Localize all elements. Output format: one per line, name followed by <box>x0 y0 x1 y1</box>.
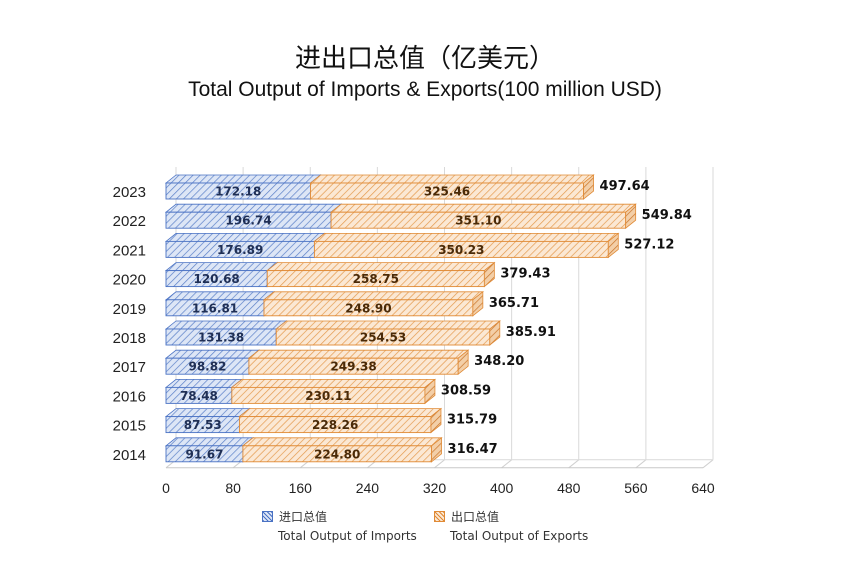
data-label-total: 308.59 <box>441 383 491 398</box>
bar-export-side <box>472 290 484 317</box>
chart-title-en: Total Output of Imports & Exports(100 mi… <box>188 78 662 101</box>
data-label-import: 98.82 <box>188 360 226 374</box>
bar-export-top <box>247 349 470 359</box>
data-label-total: 497.64 <box>600 179 650 194</box>
y-tick-label: 2018 <box>113 330 146 347</box>
x-tick-label: 400 <box>490 480 514 496</box>
data-label-export: 350.23 <box>438 243 484 257</box>
bar-export-side <box>489 320 501 346</box>
bar-export-top <box>329 203 637 213</box>
legend-exports-label-en: Total Output of Exports <box>450 529 589 543</box>
gridline-floor <box>635 459 647 469</box>
gridline-floor <box>702 459 714 469</box>
bar-import-top <box>164 378 243 388</box>
bar-import-top <box>164 203 343 213</box>
bar-import-top <box>164 408 251 418</box>
y-tick-label: 2020 <box>113 272 146 289</box>
data-label-total: 365.71 <box>489 296 539 311</box>
bar-import-top <box>164 320 288 330</box>
data-label-total: 379.43 <box>500 267 550 282</box>
x-tick-label: 560 <box>624 480 648 496</box>
data-label-total: 315.79 <box>447 413 497 428</box>
bar-export-top <box>241 437 443 447</box>
bar-export-side <box>431 436 442 463</box>
data-label-import: 91.67 <box>185 447 223 461</box>
y-tick-label: 2019 <box>113 301 146 318</box>
bar-export-top <box>313 232 620 242</box>
chart-title-zh: 进出口总值（亿美元） <box>294 44 555 74</box>
x-tick-label: 80 <box>225 480 241 496</box>
y-tick-label: 2022 <box>113 213 146 230</box>
data-label-total: 316.47 <box>448 442 498 457</box>
x-tick-label: 640 <box>691 480 715 496</box>
bar-import-top <box>164 262 279 272</box>
data-label-export: 230.11 <box>305 389 351 403</box>
gridline-floor <box>568 459 580 469</box>
gridline-floor <box>501 459 512 469</box>
data-label-total: 549.84 <box>642 208 692 223</box>
x-tick-label: 240 <box>356 480 380 496</box>
bar-export-side <box>430 407 442 434</box>
bar-import-top <box>164 291 276 301</box>
bar-export-top <box>309 174 595 184</box>
data-label-total: 348.20 <box>474 354 524 369</box>
data-label-export: 254.53 <box>360 331 406 345</box>
y-tick-label: 2021 <box>113 242 146 259</box>
x-tick-label: 0 <box>162 480 170 496</box>
legend-exports-label-zh: 出口总值 <box>451 510 500 524</box>
y-tick-label: 2014 <box>113 447 146 464</box>
data-label-import: 87.53 <box>184 418 222 432</box>
bar-export-side <box>607 232 619 259</box>
data-label-import: 176.89 <box>217 243 263 257</box>
legend-imports: 进口总值 Total Output of Imports <box>262 508 417 543</box>
legend-imports-swatch <box>262 511 273 522</box>
y-tick-label: 2016 <box>113 388 146 405</box>
bar-export-side <box>457 349 469 376</box>
bar-import-top <box>164 232 326 242</box>
data-label-import: 116.81 <box>192 301 238 315</box>
bar-export-side <box>625 203 637 230</box>
x-tick-label: 320 <box>423 480 447 496</box>
data-label-export: 228.26 <box>312 418 358 432</box>
data-label-import: 78.48 <box>180 389 218 403</box>
bar-export-side <box>424 378 436 405</box>
bar-export-top <box>275 320 501 330</box>
bar-export-top <box>262 291 484 301</box>
legend-imports-label-en: Total Output of Imports <box>278 529 417 543</box>
bar-import-top <box>164 437 255 447</box>
data-label-export: 325.46 <box>424 185 470 199</box>
bar-export-top <box>238 408 443 418</box>
gridline-floor <box>434 459 445 469</box>
data-label-import: 131.38 <box>198 331 244 345</box>
legend-imports-label-zh: 进口总值 <box>279 510 328 524</box>
bar-import-top <box>164 349 261 359</box>
data-label-export: 248.90 <box>345 301 391 315</box>
x-tick-label: 480 <box>557 480 581 496</box>
x-tick-label: 160 <box>289 480 313 496</box>
bar-export-top <box>266 262 496 272</box>
data-label-total: 527.12 <box>624 237 674 252</box>
data-label-export: 258.75 <box>353 272 399 286</box>
data-label-import: 172.18 <box>215 185 261 199</box>
data-label-export: 249.38 <box>330 360 376 374</box>
bar-export-side <box>483 261 495 288</box>
bar-import-top <box>164 174 322 184</box>
data-label-total: 385.91 <box>506 325 556 340</box>
data-label-export: 351.10 <box>455 214 501 228</box>
data-label-export: 224.80 <box>314 447 360 461</box>
y-tick-label: 2023 <box>113 184 146 201</box>
legend-exports-swatch <box>434 511 445 522</box>
data-label-import: 120.68 <box>193 272 239 286</box>
data-label-import: 196.74 <box>225 214 271 228</box>
bar-export-top <box>230 378 437 388</box>
legend-exports: 出口总值 Total Output of Exports <box>434 508 588 543</box>
bar-export-side <box>583 174 594 200</box>
y-tick-label: 2017 <box>113 359 146 376</box>
y-tick-label: 2015 <box>113 418 146 435</box>
